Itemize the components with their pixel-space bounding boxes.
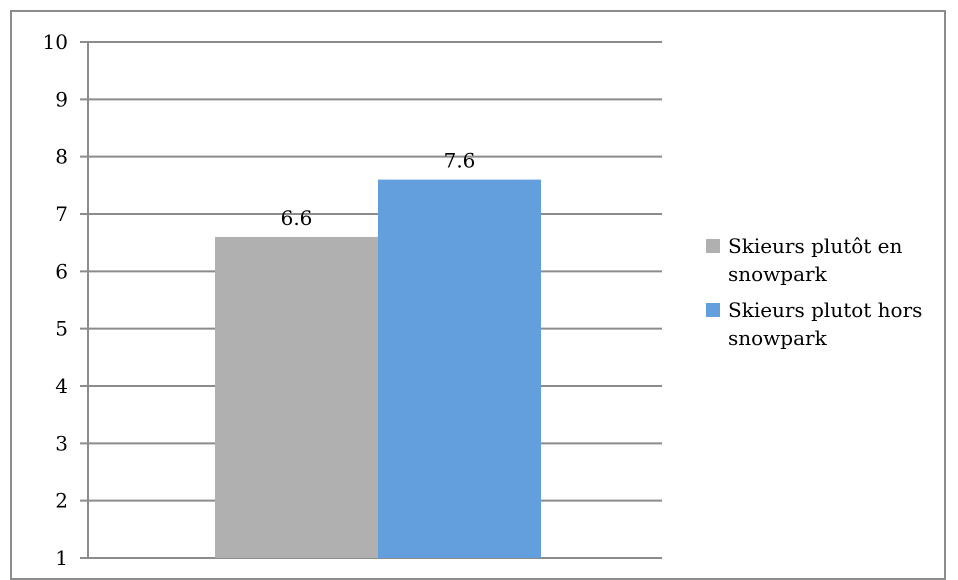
data-label-1: 7.6 — [444, 149, 476, 173]
y-tick-label: 10 — [43, 30, 68, 54]
legend: Skieurs plutôt en snowpark Skieurs pluto… — [706, 232, 946, 360]
legend-swatch-hors-snowpark — [706, 303, 720, 317]
bars — [215, 179, 541, 558]
y-tick-label: 4 — [55, 374, 68, 398]
y-tick-label: 1 — [55, 546, 68, 570]
y-tick-label: 9 — [55, 87, 68, 111]
y-tick-label: 6 — [55, 259, 68, 283]
y-tick-label: 5 — [55, 317, 68, 341]
legend-swatch-snowpark — [706, 239, 720, 253]
bar-0 — [215, 236, 378, 558]
legend-label-hors-snowpark: Skieurs plutot hors snowpark — [728, 298, 923, 350]
data-label-0: 6.6 — [281, 206, 313, 230]
gridlines — [80, 41, 662, 559]
data-labels: 6.6 7.6 — [281, 149, 476, 230]
y-tick-label: 8 — [55, 145, 68, 169]
y-tick-label: 3 — [55, 431, 68, 455]
y-tick-label: 7 — [55, 202, 68, 226]
bar-1 — [378, 179, 541, 558]
legend-label-snowpark: Skieurs plutôt en snowpark — [728, 234, 903, 286]
legend-item-snowpark: Skieurs plutôt en snowpark — [706, 232, 946, 288]
legend-item-hors-snowpark: Skieurs plutot hors snowpark — [706, 296, 946, 352]
y-tick-labels: 1 2 3 4 5 6 7 8 9 10 — [43, 30, 68, 570]
y-tick-label: 2 — [55, 489, 68, 513]
